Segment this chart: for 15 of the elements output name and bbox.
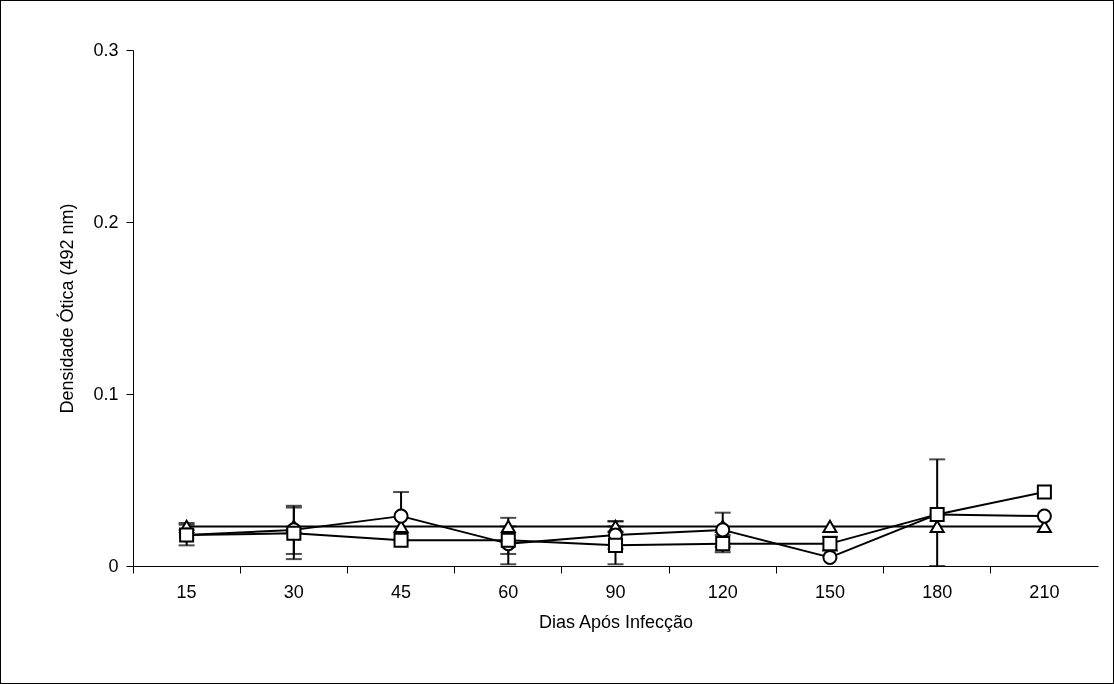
y-tick-label: 0.2 [93,211,119,232]
x-tick-label: 90 [605,581,626,602]
x-tick-label: 150 [814,581,845,602]
x-tick-label: 120 [707,581,738,602]
x-tick-label: 210 [1029,581,1060,602]
x-tick-label: 30 [283,581,304,602]
x-axis-title: Dias Após Infecção [538,611,694,632]
x-tick-label: 15 [176,581,197,602]
x-tick-label: 45 [391,581,412,602]
y-tick-label: 0.1 [93,383,119,404]
y-axis-title: Densidade Ótica (492 nm) [56,203,78,414]
x-tick-label: 60 [498,581,519,602]
y-tick-label: 0.3 [93,39,119,60]
x-tick-label: 180 [922,581,953,602]
y-tick-label: 0 [108,555,119,576]
